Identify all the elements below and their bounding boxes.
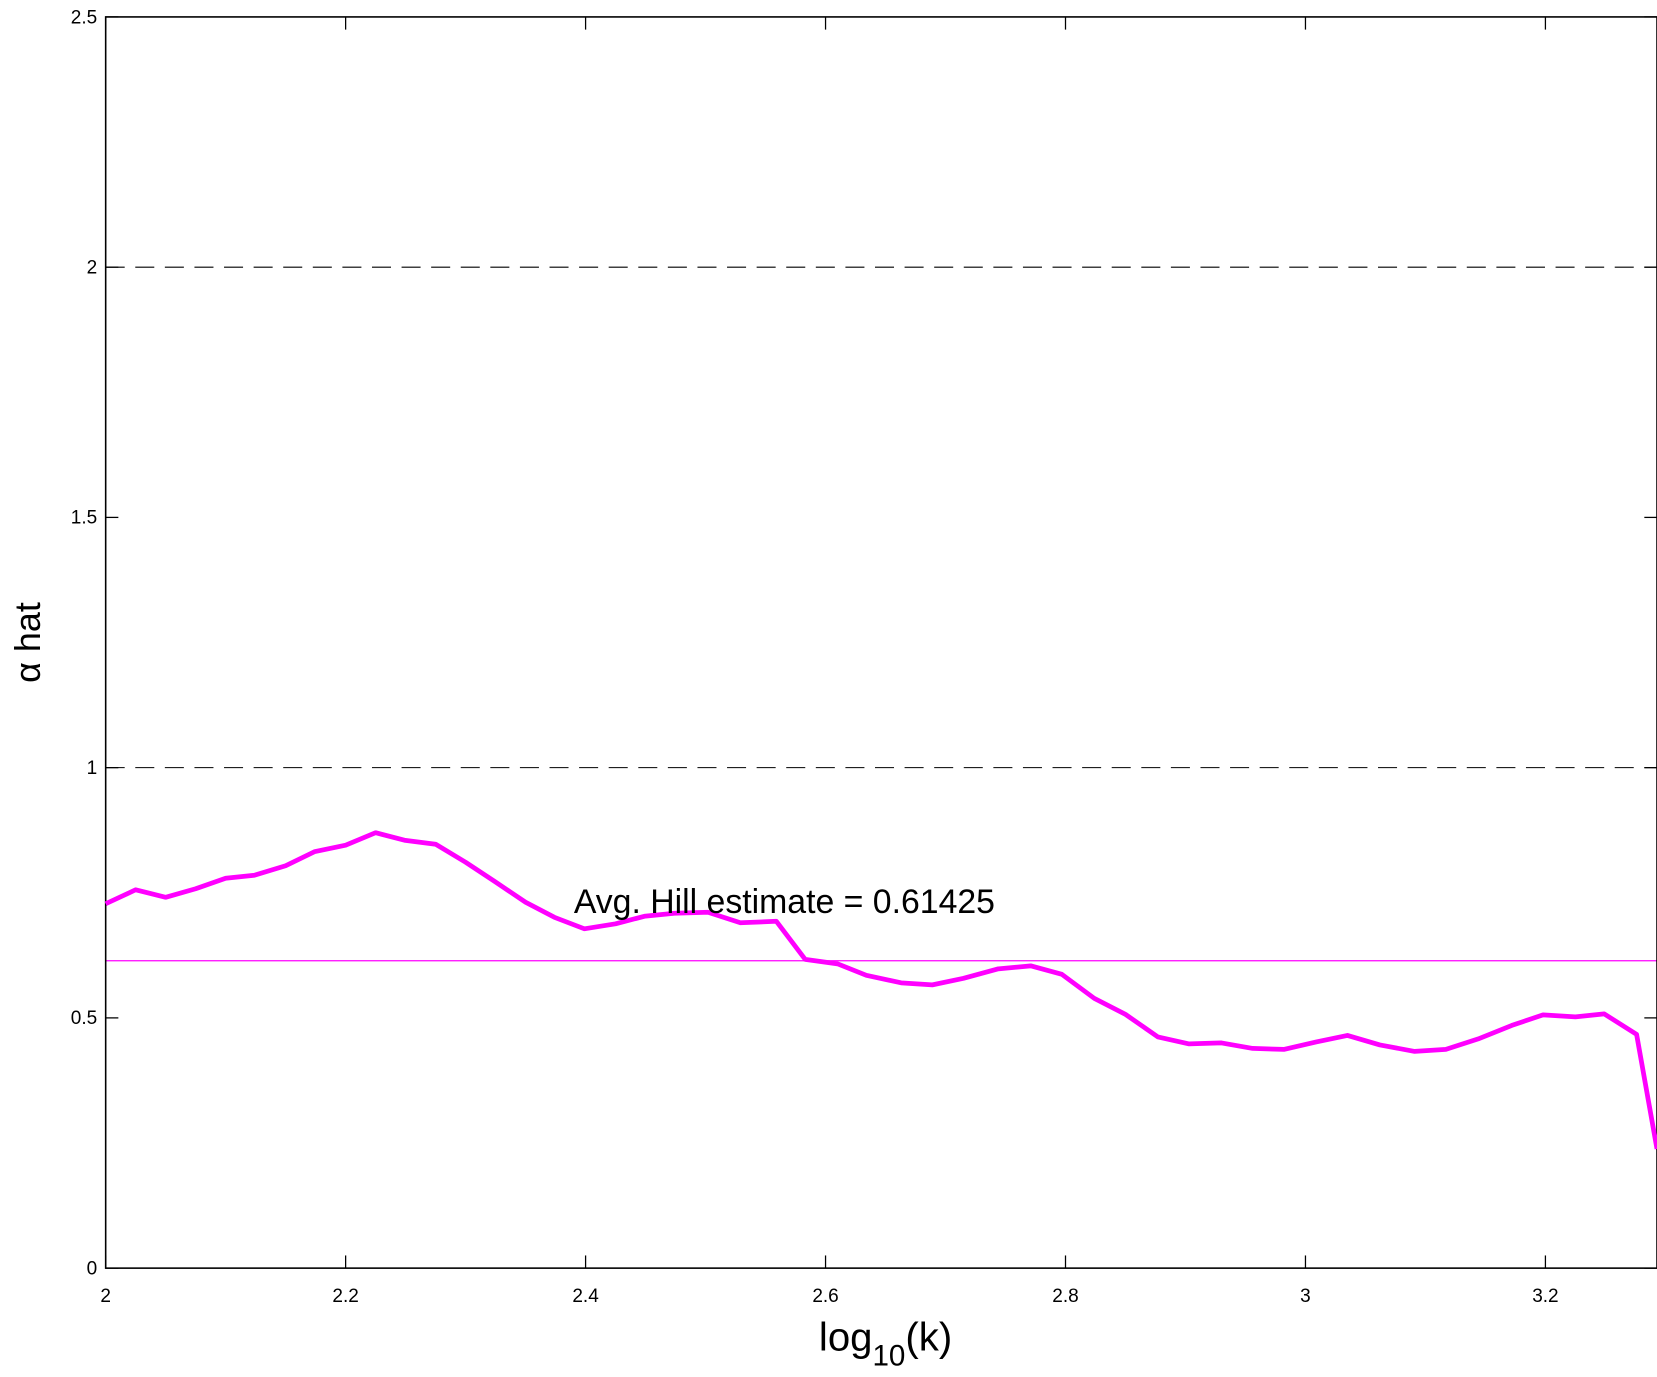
data-line [104,830,1657,1150]
y-tick-label: 2 [87,258,98,279]
x-tick-label: 2.4 [572,1286,599,1307]
x-tick-label: 2.2 [332,1286,358,1307]
x-axis-label-base: log [819,1315,873,1360]
y-tick-label: 0.5 [71,1008,97,1029]
x-axis-label: log10(k) [819,1315,952,1373]
x-axis-label-sub: 10 [872,1339,905,1372]
plot-frame [104,16,1657,1269]
y-axis-label: α hat [7,602,48,683]
x-tick-label: 2 [100,1286,111,1307]
x-tick-label: 3 [1300,1286,1311,1307]
y-tick-label: 0 [87,1258,98,1279]
y-tick-label: 2.5 [71,7,97,28]
x-axis-label-rest: (k) [905,1315,952,1360]
x-tick-label: 2.8 [1052,1286,1078,1307]
annotation: Avg. Hill estimate = 0.61425 [574,883,995,921]
x-tick-label: 3.2 [1532,1286,1558,1307]
y-tick-label: 1 [87,758,98,779]
x-tick-label: 2.6 [812,1286,838,1307]
y-tick-label: 1.5 [71,508,97,529]
